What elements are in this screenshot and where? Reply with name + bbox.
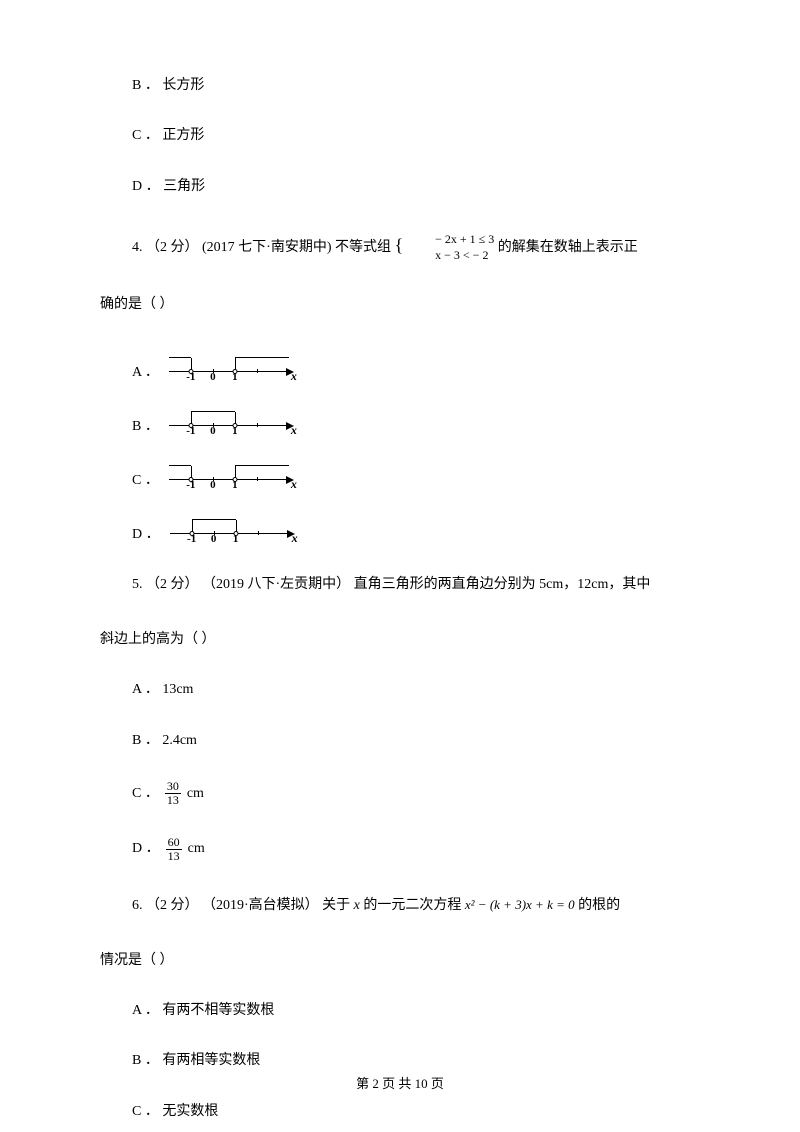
brace-icon: { <box>395 235 404 255</box>
q5-optD-label: D ． <box>132 838 160 860</box>
q4-optD-label: D ． <box>132 524 160 546</box>
q4-optB-label: B ． <box>132 416 159 438</box>
q4-option-a: A ． -1 0 1 x <box>132 344 700 384</box>
q4-option-b: B ． -1 0 1 x <box>132 398 700 438</box>
q5-optC-unit: cm <box>187 783 204 805</box>
q6-option-a: A ． 有两不相等实数根 <box>132 1000 700 1022</box>
number-line-d: -1 0 1 x <box>170 506 300 546</box>
q4-line2: 确的是（ ） <box>100 294 700 316</box>
page-content: B ． 长方形 C ． 正方形 D ． 三角形 4. （2 分） (2017 七… <box>100 75 700 1123</box>
q3-option-c: C ． 正方形 <box>132 125 700 147</box>
q4-optA-label: A ． <box>132 362 159 384</box>
q4-sys-bot: x − 3 < − 2 <box>403 248 494 264</box>
q5-option-c: C ． 30 13 cm <box>132 780 700 807</box>
q4-system: − 2x + 1 ≤ 3x − 3 < − 2 <box>403 232 494 263</box>
fraction-icon: 30 13 <box>165 780 181 807</box>
q3-option-b: B ． 长方形 <box>132 75 700 97</box>
fraction-icon: 60 13 <box>166 836 182 863</box>
q5-option-a: A ． 13cm <box>132 679 700 701</box>
q6-option-b: B ． 有两相等实数根 <box>132 1050 700 1072</box>
q3-option-d: D ． 三角形 <box>132 176 700 198</box>
number-line-c: -1 0 1 x <box>169 452 299 492</box>
q6-suffix: 的根的 <box>575 898 621 913</box>
q6-prefix: 6. （2 分） （2019·高台模拟） 关于 <box>132 898 354 913</box>
question-5: 5. （2 分） （2019 八下·左贡期中） 直角三角形的两直角边分别为 5c… <box>100 570 700 601</box>
q4-sys-top: − 2x + 1 ≤ 3 <box>403 232 494 248</box>
q6-option-c: C ． 无实数根 <box>132 1101 700 1123</box>
q6-mid: 的一元二次方程 <box>360 898 465 913</box>
q5-option-d: D ． 60 13 cm <box>132 836 700 863</box>
q4-prefix: 4. （2 分） (2017 七下·南安期中) 不等式组 <box>132 240 395 255</box>
question-4: 4. （2 分） (2017 七下·南安期中) 不等式组 {− 2x + 1 ≤… <box>100 226 700 266</box>
page-footer: 第 2 页 共 10 页 <box>0 1073 800 1092</box>
question-6: 6. （2 分） （2019·高台模拟） 关于 x 的一元二次方程 x² − (… <box>100 891 700 922</box>
q4-suffix: 的解集在数轴上表示正 <box>494 240 638 255</box>
q6-equation: x² − (k + 3)x + k = 0 <box>465 897 575 912</box>
q4-optC-label: C ． <box>132 470 159 492</box>
q6-line2: 情况是（ ） <box>100 950 700 972</box>
q5-optC-label: C ． <box>132 783 159 805</box>
q5-line2: 斜边上的高为（ ） <box>100 629 700 651</box>
q4-option-c: C ． -1 0 1 x <box>132 452 700 492</box>
q4-option-d: D ． -1 0 1 x <box>132 506 700 546</box>
q5-option-b: B ． 2.4cm <box>132 730 700 752</box>
number-line-a: -1 0 1 x <box>169 344 299 384</box>
number-line-b: -1 0 1 x <box>169 398 299 438</box>
q5-optD-unit: cm <box>188 838 205 860</box>
